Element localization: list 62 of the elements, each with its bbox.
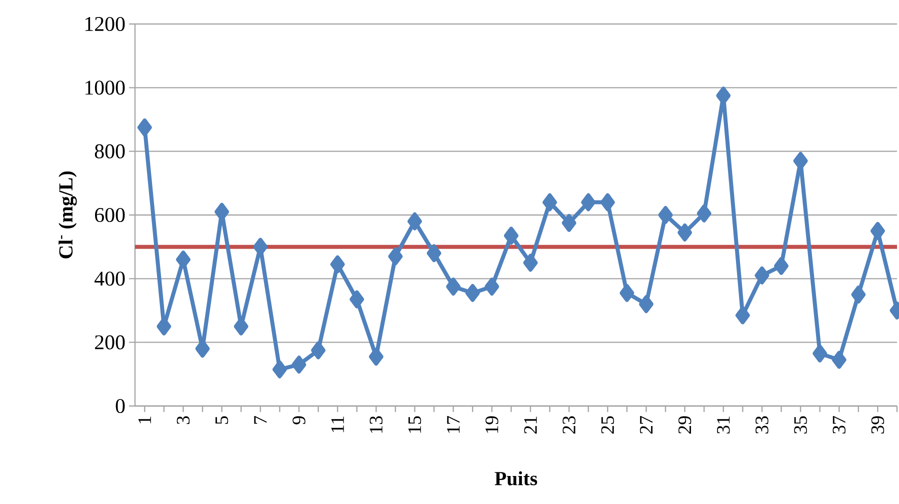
point (812, 344, 828, 362)
x-tick-label: 35 (794, 416, 807, 434)
point (330, 255, 345, 274)
y-tick-label: 200 (95, 335, 125, 350)
x-tick-label: 5 (216, 416, 228, 424)
x-tick-label: 31 (717, 416, 730, 434)
point (851, 286, 866, 304)
point (696, 204, 712, 222)
point (832, 350, 846, 369)
point (504, 226, 518, 245)
x-tick-label: 9 (292, 416, 306, 424)
point (620, 284, 634, 302)
point (600, 193, 615, 212)
x-tick-label: 27 (640, 416, 652, 434)
x-tick-label: 13 (370, 416, 383, 433)
point (176, 250, 190, 269)
y-tick-label: 800 (94, 144, 125, 158)
point (754, 266, 770, 284)
point (542, 193, 557, 212)
y-tick-label: 400 (94, 272, 125, 286)
point (408, 212, 422, 230)
y-tick-label: 0 (116, 398, 125, 414)
point (484, 278, 500, 296)
point (793, 152, 808, 170)
point (870, 222, 885, 240)
point (735, 306, 750, 324)
text: Cl$^{-}$ (mg/L) (58, 172, 77, 258)
x-tick-label: 19 (486, 416, 498, 433)
point (272, 360, 287, 378)
point (426, 244, 442, 262)
x-tick-label: 25 (601, 416, 614, 434)
point (658, 206, 673, 224)
y-tick-label: 1000 (86, 80, 125, 95)
x-tick-label: 33 (756, 416, 768, 434)
x-tick-label: 11 (331, 416, 344, 432)
y-tick-label: 1200 (86, 16, 125, 32)
point (523, 254, 538, 272)
point (562, 214, 576, 232)
point (678, 224, 692, 242)
point (581, 193, 596, 212)
point (350, 290, 364, 308)
point (311, 341, 326, 360)
x-tick-label: 17 (447, 416, 460, 433)
point (388, 247, 403, 266)
y-tick-label: 600 (95, 208, 125, 222)
point (774, 256, 788, 275)
point (137, 118, 152, 136)
x-tick-label: 7 (254, 416, 267, 424)
x-tick-label: 15 (408, 416, 422, 433)
x-tick-label: 39 (871, 416, 884, 434)
point (465, 284, 480, 302)
x-tick-label: 1 (138, 416, 151, 424)
point (638, 295, 654, 314)
x-tick-label: 3 (176, 416, 190, 424)
point (446, 278, 461, 296)
point (292, 356, 306, 374)
x-tick-label: 29 (678, 416, 692, 434)
x-axis-title: Puits (494, 471, 538, 486)
x-tick-label: 37 (832, 416, 846, 434)
x-tick-label: 23 (562, 416, 576, 434)
x-tick-label: 21 (524, 416, 537, 434)
point (368, 348, 384, 366)
